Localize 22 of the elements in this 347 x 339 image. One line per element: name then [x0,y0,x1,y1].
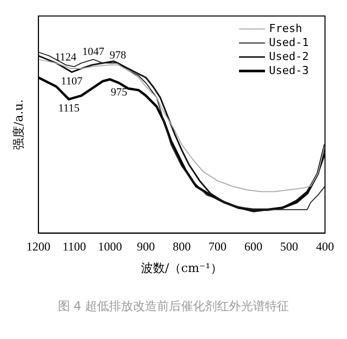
legend-label: Fresh [269,22,302,35]
annotation: 978 [110,49,127,62]
legend-label: Used-3 [269,64,309,77]
x-tick-label: 1000 [98,240,122,254]
x-tick-label: 500 [280,240,298,254]
x-tick-label: 800 [172,240,191,254]
annotation: 1124 [54,51,77,64]
legend-label: Used-1 [269,36,309,49]
annotation: 1047 [82,46,105,58]
annotation: 1107 [60,76,84,88]
x-tick-label: 400 [316,240,334,254]
x-axis-title: 波数/（cm⁻¹） [141,260,222,275]
x-tick-label: 600 [244,240,262,254]
x-tick-label: 900 [136,240,155,254]
annotation: 975 [110,86,128,98]
y-axis-title: 强度/a.u. [11,99,26,150]
annotation: 1115 [58,102,80,115]
legend-label: Used-2 [269,50,309,63]
x-tick-label: 1200 [26,240,50,254]
x-tick-label: 700 [208,240,227,254]
x-tick-label: 1100 [62,240,86,254]
caption: 图 4 超低排放改造前后催化剂红外光谱特征 [56,298,290,315]
